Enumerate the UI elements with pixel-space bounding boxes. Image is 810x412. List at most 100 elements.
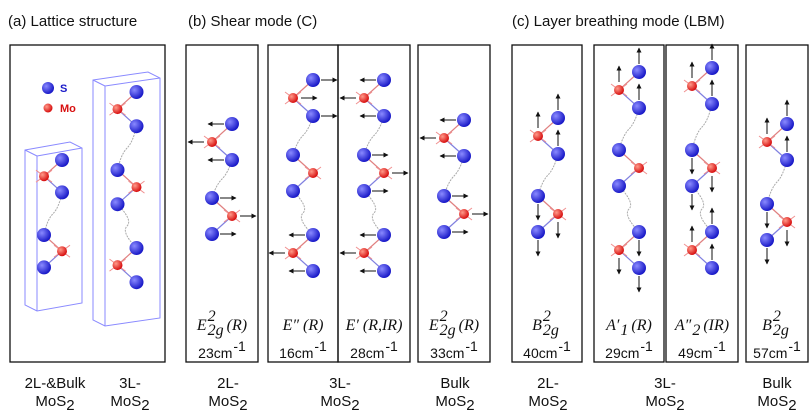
group-label-formula: MoS [435, 393, 466, 410]
group-label: 3L- [119, 375, 141, 392]
legend-label: S [60, 83, 67, 95]
frequency-value: 16cm [279, 345, 313, 361]
atom-mo [634, 163, 644, 173]
mode-activity: (IR) [703, 317, 729, 334]
frequency-value: 23cm [198, 345, 232, 361]
atom-mo [113, 260, 123, 270]
atom-mo [39, 171, 49, 181]
mode-label: A′1(R) [605, 317, 652, 339]
atom-s [632, 65, 646, 79]
interlayer [619, 186, 639, 232]
mode-label: A″2(IR) [674, 317, 729, 339]
mode-symbol: B [762, 317, 772, 334]
mode-label: E′(R,IR) [345, 317, 403, 334]
atom-mo [439, 133, 449, 143]
mode-sub: 2g [773, 322, 789, 339]
legend-atom [44, 104, 53, 113]
atom-s [780, 117, 794, 131]
atom-mo [687, 81, 697, 91]
panel-title: (c) Layer breathing mode (LBM) [512, 13, 725, 30]
atom-s [357, 148, 371, 162]
group-label-formula: MoS [110, 393, 141, 410]
group-label-formula: MoS [528, 393, 559, 410]
panel-box [418, 45, 490, 362]
panel-box [186, 45, 258, 362]
atom-s [37, 228, 51, 242]
group-label-formula: MoS [35, 393, 66, 410]
atom-s [111, 197, 125, 211]
group-label-sub: 2 [141, 397, 149, 412]
atom-mo [533, 131, 543, 141]
atom-s [612, 179, 626, 193]
atom-s [685, 143, 699, 157]
group-label: MoS2 [645, 393, 684, 412]
group-label-formula: MoS [645, 393, 676, 410]
interlayer [118, 126, 137, 170]
group-label-sub: 2 [66, 397, 74, 412]
mode-activity: (R) [303, 317, 323, 334]
frequency-unit-sup: -1 [788, 338, 801, 354]
atom-s [705, 97, 719, 111]
figure: (a) Lattice structure (b) Shear mode (C)… [0, 0, 810, 412]
frequency: 23cm-1 [198, 338, 246, 361]
mode-symbol: E [196, 317, 207, 334]
panel-title: (b) Shear mode (C) [188, 13, 317, 30]
group-label: Bulk [440, 375, 470, 392]
atom-s [377, 228, 391, 242]
group-label-formula: MoS [208, 393, 239, 410]
group-label: 2L- [537, 375, 559, 392]
mode-sub: 2g [543, 322, 559, 339]
frequency-unit-sup: -1 [713, 338, 726, 354]
group-label: MoS2 [528, 393, 567, 412]
mode-symbol: B [532, 317, 542, 334]
interlayer [364, 191, 384, 235]
atom-s [130, 119, 144, 133]
group-label-sub: 2 [351, 397, 359, 412]
frequency-unit-sup: -1 [314, 338, 327, 354]
atom-s [705, 61, 719, 75]
frequency: 49cm-1 [678, 338, 726, 361]
mode-symbol: E [428, 317, 439, 334]
atom-s [457, 149, 471, 163]
atom-s [437, 225, 451, 239]
interlayer [293, 191, 313, 235]
atom-s [551, 147, 565, 161]
atom-s [306, 228, 320, 242]
mode-sub: 2g [208, 322, 224, 339]
mode-label: E″(R) [282, 317, 324, 334]
atom-s [55, 153, 69, 167]
atom-mo [553, 209, 563, 219]
interlayer [118, 204, 137, 248]
atom-s [306, 73, 320, 87]
mode-activity: (R) [631, 317, 651, 334]
frequency-unit-sup: -1 [233, 338, 246, 354]
panel-box [594, 45, 664, 362]
atom-s [286, 148, 300, 162]
atom-mo [288, 93, 298, 103]
group-label: MoS2 [110, 393, 149, 412]
frequency: 16cm-1 [279, 338, 327, 361]
interlayer [692, 104, 712, 150]
mode-symbol: E″ [282, 317, 300, 334]
interlayer [692, 186, 712, 232]
atom-s [306, 109, 320, 123]
frequency-value: 33cm [430, 345, 464, 361]
atom-mo [359, 248, 369, 258]
mode-activity: (R) [459, 317, 479, 334]
mode-sub: 2g [440, 322, 456, 339]
atom-mo [359, 93, 369, 103]
group-label-sub: 2 [466, 397, 474, 412]
mode-label: E22g(R) [428, 308, 479, 339]
atom-s [377, 109, 391, 123]
atom-s [705, 261, 719, 275]
frequency-unit-sup: -1 [558, 338, 571, 354]
atom-s [551, 111, 565, 125]
atom-mo [207, 137, 217, 147]
group-label: 2L- [217, 375, 239, 392]
atom-s [111, 163, 125, 177]
group-label-formula: MoS [320, 393, 351, 410]
atom-s [130, 275, 144, 289]
group-label: MoS2 [208, 393, 247, 412]
